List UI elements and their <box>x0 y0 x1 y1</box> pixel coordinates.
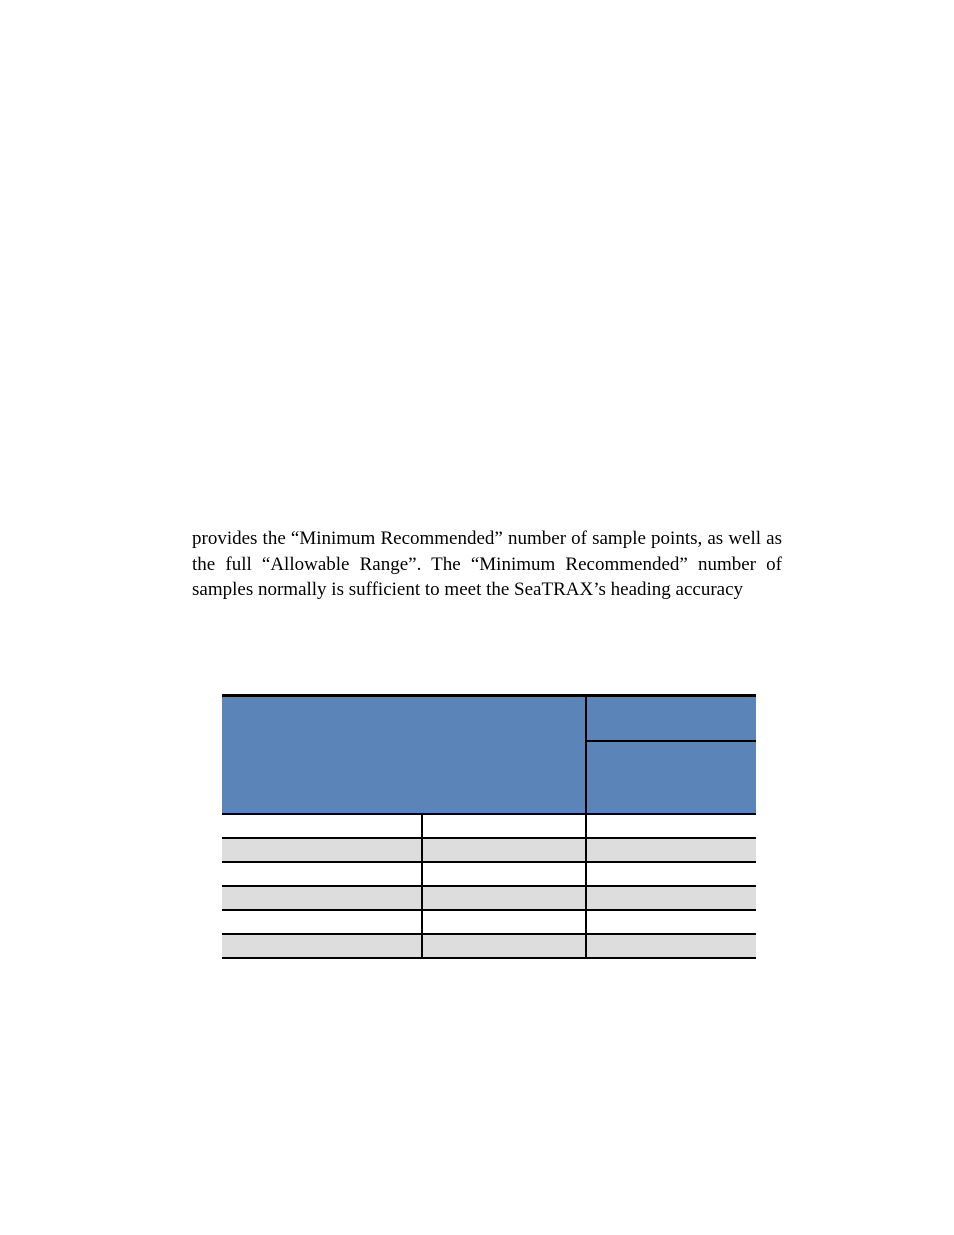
cell <box>422 886 586 910</box>
cell <box>222 934 422 958</box>
cell <box>586 934 756 958</box>
cell <box>222 838 422 862</box>
calibration-points-table <box>222 694 756 959</box>
table-row <box>222 910 756 934</box>
cell <box>586 862 756 886</box>
table-header-right-top <box>587 697 756 742</box>
table-header-right-bottom <box>587 742 756 813</box>
body-paragraph: provides the “Minimum Recommended” numbe… <box>192 526 782 603</box>
cell <box>422 862 586 886</box>
table-row <box>222 886 756 910</box>
cell <box>222 910 422 934</box>
cell <box>422 934 586 958</box>
cell <box>586 886 756 910</box>
table-row <box>222 862 756 886</box>
table-header-row <box>222 696 756 815</box>
cell <box>222 814 422 838</box>
cell <box>222 886 422 910</box>
cell <box>586 910 756 934</box>
table-body <box>222 814 756 958</box>
table-header-right <box>586 696 756 815</box>
table-row <box>222 838 756 862</box>
cell <box>422 838 586 862</box>
cell <box>222 862 422 886</box>
cell <box>586 814 756 838</box>
table-row <box>222 814 756 838</box>
cell <box>422 814 586 838</box>
page: provides the “Minimum Recommended” numbe… <box>0 0 954 1235</box>
table-row <box>222 934 756 958</box>
cell <box>586 838 756 862</box>
table-header-left <box>222 696 586 815</box>
cell <box>422 910 586 934</box>
table <box>222 694 756 959</box>
